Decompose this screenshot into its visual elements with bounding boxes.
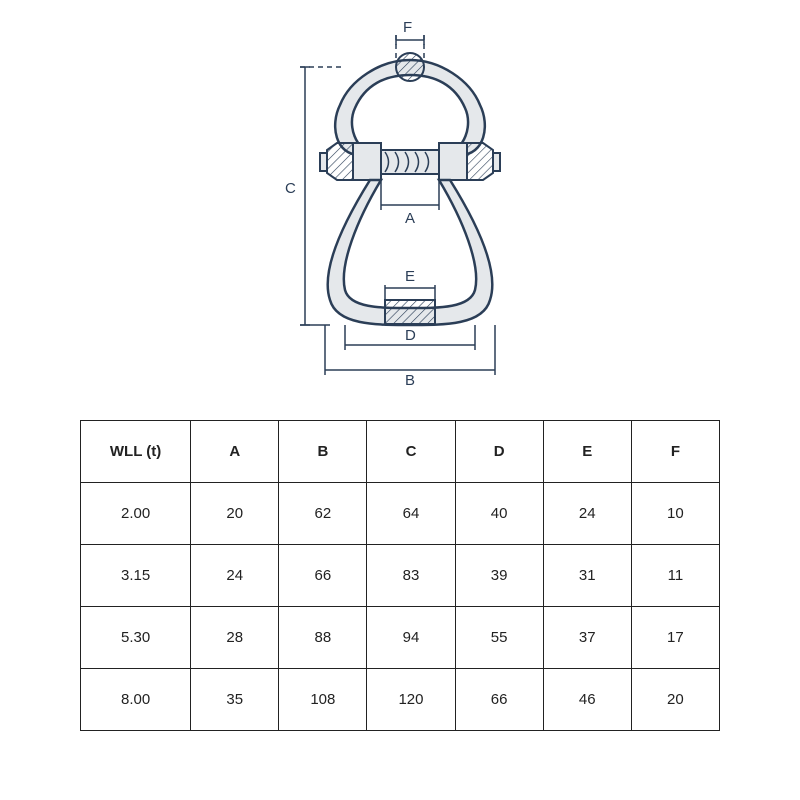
table-row: 8.00 35 108 120 66 46 20 xyxy=(81,669,720,731)
cell: 5.30 xyxy=(81,607,191,669)
cell: 66 xyxy=(455,669,543,731)
dim-label-b: B xyxy=(405,372,415,389)
cell: 28 xyxy=(191,607,279,669)
diagram-svg xyxy=(225,25,575,385)
cell: 88 xyxy=(279,607,367,669)
technical-diagram: C F A E D B xyxy=(225,25,575,385)
cell: 17 xyxy=(631,607,719,669)
cell: 83 xyxy=(367,545,455,607)
dim-label-d: D xyxy=(405,327,416,344)
cell: 20 xyxy=(631,669,719,731)
cell: 10 xyxy=(631,483,719,545)
cell: 62 xyxy=(279,483,367,545)
cell: 24 xyxy=(191,545,279,607)
cell: 120 xyxy=(367,669,455,731)
cell: 40 xyxy=(455,483,543,545)
table-header-row: WLL (t) A B C D E F xyxy=(81,421,720,483)
table-body: 2.00 20 62 64 40 24 10 3.15 24 66 83 39 … xyxy=(81,483,720,731)
col-header: F xyxy=(631,421,719,483)
col-header: C xyxy=(367,421,455,483)
cell: 94 xyxy=(367,607,455,669)
cell: 20 xyxy=(191,483,279,545)
cell: 66 xyxy=(279,545,367,607)
cell: 39 xyxy=(455,545,543,607)
specs-table: WLL (t) A B C D E F 2.00 20 62 64 40 24 … xyxy=(80,420,720,731)
cell: 35 xyxy=(191,669,279,731)
cell: 8.00 xyxy=(81,669,191,731)
dim-label-f: F xyxy=(403,19,412,36)
table-row: 3.15 24 66 83 39 31 11 xyxy=(81,545,720,607)
col-header: E xyxy=(543,421,631,483)
dim-label-c: C xyxy=(285,180,296,197)
col-header: A xyxy=(191,421,279,483)
cell: 64 xyxy=(367,483,455,545)
cell: 3.15 xyxy=(81,545,191,607)
table-row: 2.00 20 62 64 40 24 10 xyxy=(81,483,720,545)
cell: 31 xyxy=(543,545,631,607)
cell: 108 xyxy=(279,669,367,731)
cell: 11 xyxy=(631,545,719,607)
cell: 2.00 xyxy=(81,483,191,545)
col-header: WLL (t) xyxy=(81,421,191,483)
table-row: 5.30 28 88 94 55 37 17 xyxy=(81,607,720,669)
col-header: D xyxy=(455,421,543,483)
col-header: B xyxy=(279,421,367,483)
dim-label-e: E xyxy=(405,268,415,285)
cell: 37 xyxy=(543,607,631,669)
dim-label-a: A xyxy=(405,210,415,227)
cell: 55 xyxy=(455,607,543,669)
cell: 46 xyxy=(543,669,631,731)
cell: 24 xyxy=(543,483,631,545)
